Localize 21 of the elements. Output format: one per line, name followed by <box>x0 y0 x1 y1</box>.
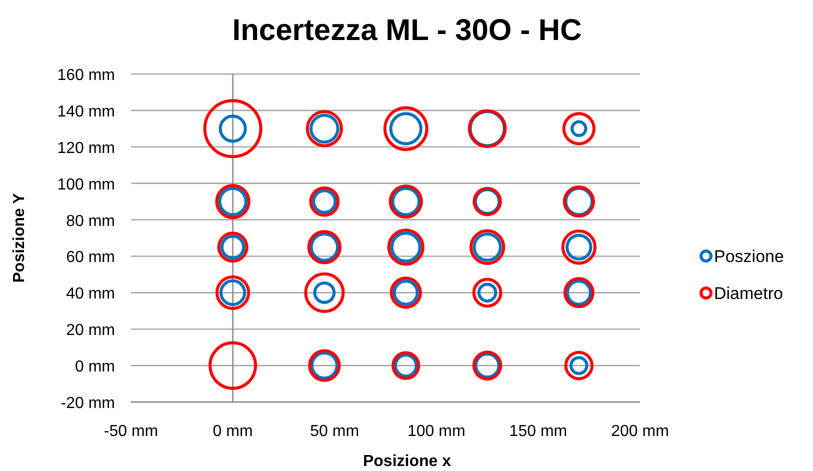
y-axis-title: Posizione Y <box>11 192 28 283</box>
chart-title: Incertezza ML - 30O - HC <box>232 14 582 47</box>
legend-label: Diametro <box>714 284 783 303</box>
y-tick-label: 160 mm <box>57 67 115 84</box>
y-tick-label: 20 mm <box>66 322 115 340</box>
y-tick-label: 100 mm <box>57 176 115 194</box>
x-tick-label: 100 mm <box>408 423 466 440</box>
y-tick-label: 80 mm <box>66 212 115 230</box>
y-tick-label: 120 mm <box>57 140 115 157</box>
y-tick-label: 0 mm <box>75 358 115 376</box>
x-axis-title: Posizione x <box>362 453 452 470</box>
x-tick-label: 200 mm <box>611 423 669 440</box>
y-tick-label: 140 mm <box>57 103 115 120</box>
x-tick-label: 150 mm <box>509 423 568 440</box>
x-tick-label: 50 mm <box>310 423 360 440</box>
y-tick-label: 60 mm <box>66 249 115 266</box>
x-tick-label: 0 mm <box>212 423 253 440</box>
y-tick-label: 40 mm <box>66 286 115 303</box>
y-tick-label: -20 mm <box>60 395 115 412</box>
legend-label: Poszione <box>714 247 784 266</box>
x-tick-label: -50 mm <box>104 423 158 440</box>
